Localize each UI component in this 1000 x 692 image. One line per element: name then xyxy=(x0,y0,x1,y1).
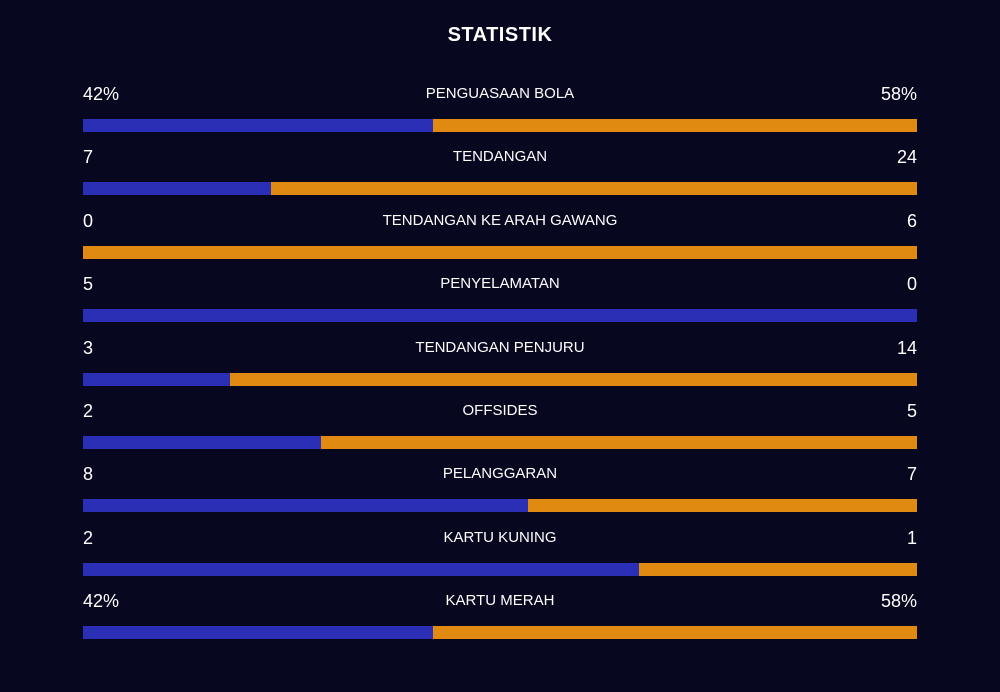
stat-bar-home xyxy=(83,562,640,576)
stat-away-value: 14 xyxy=(896,337,917,358)
stat-bar-away xyxy=(271,182,917,196)
stat-away-value: 1 xyxy=(906,527,917,548)
stat-header: 42% KARTU MERAH 58% xyxy=(83,587,917,615)
stat-bar xyxy=(83,309,917,323)
stat-away-value: 58% xyxy=(880,591,917,612)
stat-bar-home xyxy=(83,499,528,513)
stat-label: PENYELAMATAN xyxy=(440,275,560,293)
stat-label: KARTU KUNING xyxy=(443,528,557,546)
stat-row: 2 OFFSIDES 5 xyxy=(83,397,917,460)
stat-row: 3 TENDANGAN PENJURU 14 xyxy=(83,334,917,397)
panel-title: STATISTIK xyxy=(447,24,553,46)
stat-bar xyxy=(83,182,917,196)
stat-away-value: 0 xyxy=(906,274,917,295)
stat-label: PENGUASAAN BOLA xyxy=(425,85,575,102)
stat-label: TENDANGAN xyxy=(452,148,548,166)
stat-home-value: 42% xyxy=(83,591,120,612)
stat-home-value: 2 xyxy=(83,527,94,548)
stat-bar xyxy=(83,435,917,449)
stat-away-value: 7 xyxy=(906,464,917,485)
stat-bar-away xyxy=(230,372,917,386)
stat-bar-home xyxy=(83,119,434,132)
stat-bar xyxy=(83,119,917,132)
stat-away-value: 6 xyxy=(906,210,917,231)
stat-home-value: 2 xyxy=(83,400,94,421)
stat-bar-home xyxy=(83,309,917,323)
stat-bar xyxy=(83,372,917,386)
stat-header: 3 TENDANGAN PENJURU 14 xyxy=(83,334,917,362)
stat-home-value: 8 xyxy=(83,464,94,485)
stat-home-value: 7 xyxy=(83,147,94,168)
stat-bar-away xyxy=(527,499,917,513)
stat-row: 5 PENYELAMATAN 0 xyxy=(83,270,917,333)
stat-label: KARTU MERAH xyxy=(445,592,555,610)
stat-header: 2 OFFSIDES 5 xyxy=(83,397,917,425)
stat-label: PELANGGARAN xyxy=(442,465,558,483)
stat-header: 7 TENDANGAN 24 xyxy=(83,143,917,171)
stats-list: 42% PENGUASAAN BOLA 58% 7 TENDANGAN 24 0 TENDAN… xyxy=(83,80,917,651)
stat-row: 42% KARTU MERAH 58% xyxy=(83,587,917,650)
stat-label: TENDANGAN PENJURU xyxy=(415,338,585,356)
stat-bar xyxy=(83,245,917,259)
stat-header: 8 PELANGGARAN 7 xyxy=(83,460,917,488)
stat-bar-home xyxy=(83,372,231,386)
stat-away-value: 5 xyxy=(906,400,917,421)
stat-bar-away xyxy=(639,562,917,576)
stat-bar-home xyxy=(83,182,272,196)
stat-bar-away xyxy=(433,626,917,640)
stat-bar-away xyxy=(321,435,917,449)
stat-bar xyxy=(83,562,917,576)
stat-bar-home xyxy=(83,626,434,640)
stat-bar xyxy=(83,499,917,513)
stat-row: 42% PENGUASAAN BOLA 58% xyxy=(83,80,917,143)
stat-home-value: 42% xyxy=(83,84,120,104)
stat-label: TENDANGAN KE ARAH GAWANG xyxy=(382,211,618,229)
stat-bar-away xyxy=(83,245,917,259)
stat-home-value: 0 xyxy=(83,210,94,231)
stat-header: 2 KARTU KUNING 1 xyxy=(83,524,917,552)
stat-header: 0 TENDANGAN KE ARAH GAWANG 6 xyxy=(83,207,917,235)
stat-header: 42% PENGUASAAN BOLA 58% xyxy=(83,80,917,108)
stat-row: 8 PELANGGARAN 7 xyxy=(83,460,917,523)
stat-bar xyxy=(83,626,917,640)
stat-home-value: 3 xyxy=(83,337,94,358)
stat-row: 7 TENDANGAN 24 xyxy=(83,143,917,206)
stat-away-value: 58% xyxy=(880,84,917,104)
stat-header: 5 PENYELAMATAN 0 xyxy=(83,270,917,298)
stat-home-value: 5 xyxy=(83,274,94,295)
stat-away-value: 24 xyxy=(896,147,917,168)
stat-row: 2 KARTU KUNING 1 xyxy=(83,524,917,587)
stat-bar-away xyxy=(433,119,917,132)
stat-label: OFFSIDES xyxy=(462,401,538,419)
stat-bar-home xyxy=(83,435,322,449)
stat-row: 0 TENDANGAN KE ARAH GAWANG 6 xyxy=(83,207,917,270)
